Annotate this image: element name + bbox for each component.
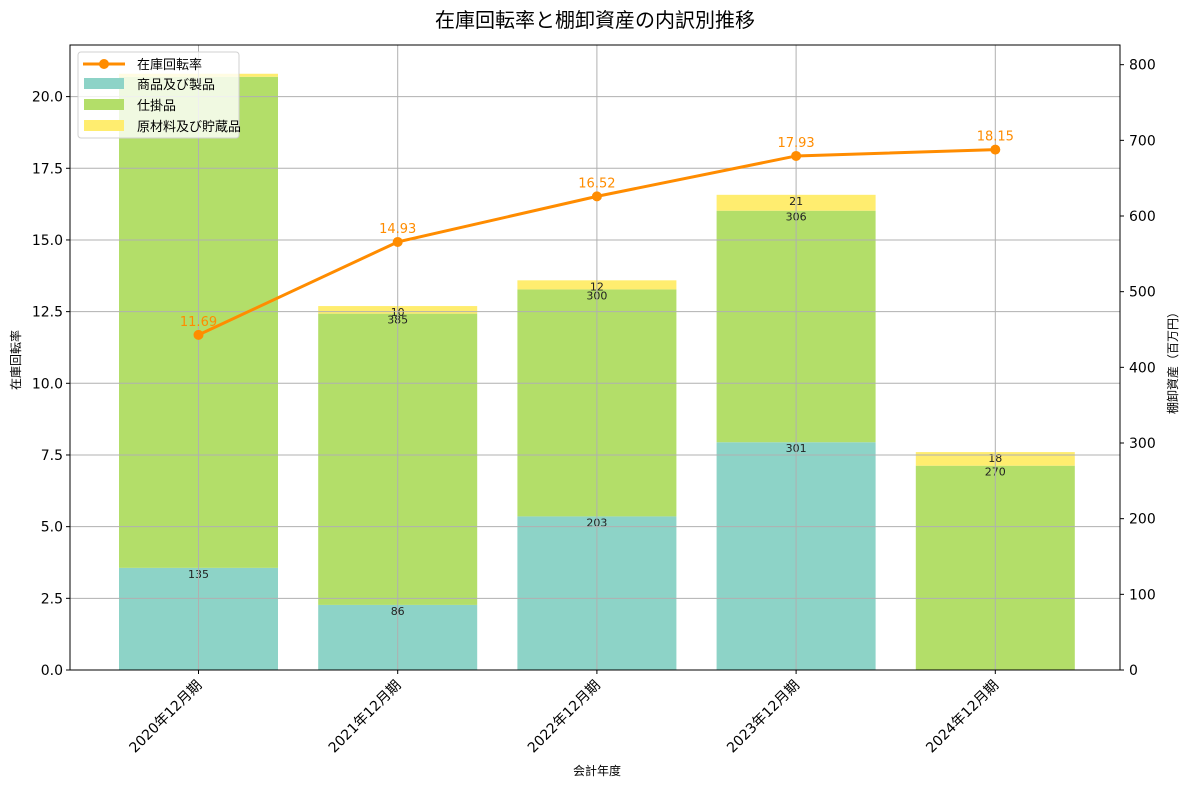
line-marker [392,236,403,247]
y-tick-left: 20.0 [32,90,63,106]
y-tick-left: 5.0 [41,520,63,536]
plot-frame [69,44,1121,671]
x-axis-label: 会計年度 [573,763,621,778]
y-tick-left: 12.5 [32,305,63,321]
y-tick-right: 300 [1129,436,1156,452]
y-tick-right: 700 [1129,133,1156,149]
line-value-label: 17.93 [777,136,814,151]
y-axis-label-right: 棚卸資産（百万円） [1165,306,1180,414]
line-marker [591,191,602,202]
y-tick-right: 600 [1129,209,1156,225]
x-tick-label: 2022年12月期 [525,678,604,757]
y-tick-right: 0 [1129,663,1138,679]
line-marker [990,144,1001,155]
x-tick-label: 2021年12月期 [326,678,405,757]
legend-item: 在庫回転率 [137,57,202,73]
line-marker [791,150,802,161]
line-value-label: 11.69 [180,315,217,330]
y-axis-label-left: 在庫回転率 [8,330,23,390]
y-tick-left: 7.5 [41,448,63,464]
chart-title: 在庫回転率と棚卸資産の内訳別推移 [435,8,755,32]
y-tick-left: 0.0 [41,663,63,679]
y-tick-left: 17.5 [32,161,63,177]
line-value-label: 18.15 [977,130,1014,145]
y-tick-left: 10.0 [32,376,63,392]
y-tick-left: 15.0 [32,233,63,249]
line-value-label: 14.93 [379,222,416,237]
legend-item: 商品及び製品 [137,78,215,93]
x-tick-label: 2023年12月期 [724,678,803,757]
line-marker [193,329,204,340]
y-tick-left: 2.5 [41,591,63,607]
y-tick-right: 500 [1129,285,1156,301]
legend-item: 仕掛品 [137,99,176,114]
x-tick-label: 2024年12月期 [923,678,1002,757]
y-tick-right: 100 [1129,587,1156,603]
line-value-label: 16.52 [578,176,615,191]
y-tick-right: 200 [1129,512,1156,528]
y-tick-right: 400 [1129,360,1156,376]
turnover-line: 11.69 14.93 16.52 17.93 18.15 [180,130,1014,340]
legend-item: 原材料及び貯蔵品 [137,120,241,135]
x-tick-label: 2020年12月期 [127,678,206,757]
y-tick-right: 800 [1129,58,1156,74]
